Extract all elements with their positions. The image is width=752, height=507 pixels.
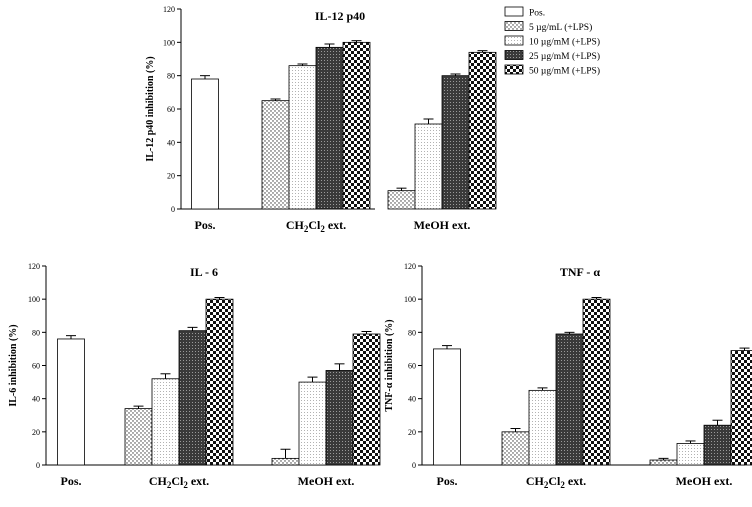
y-axis-label: IL-12 p40 inhibition (%): [145, 56, 156, 161]
bar: [582, 298, 611, 466]
y-tick-label: 60: [408, 362, 416, 371]
subscript: 2: [544, 480, 549, 490]
label-text: ext.: [565, 474, 586, 488]
label-text: MeOH ext.: [676, 474, 733, 488]
legend-swatch: [504, 35, 524, 46]
y-tick-label: 0: [412, 461, 416, 470]
y-tick-label: 0: [36, 461, 40, 470]
legend-label: 25 µg/mM (+LPS): [529, 51, 600, 62]
bar: [315, 46, 344, 210]
legend-label: 50 µg/mM (+LPS): [529, 66, 600, 77]
y-tick-label: 120: [163, 5, 175, 14]
y-tick-label: 0: [171, 205, 175, 214]
bar: [649, 459, 678, 466]
legend-swatch: [504, 6, 524, 17]
subscript: 2: [304, 224, 309, 234]
label-text: Cl: [308, 218, 321, 232]
bar: [191, 78, 219, 210]
subscript: 2: [560, 480, 565, 490]
y-axis-label: TNF-α inhibition (%): [384, 319, 395, 411]
y-tick-label: 60: [167, 105, 175, 114]
label-text: CH: [149, 474, 168, 488]
chart-title: IL-12 p40: [315, 9, 365, 23]
category-label: CH2Cl2 ext.: [149, 474, 209, 490]
y-tick-label: 100: [28, 295, 40, 304]
category-label: CH2Cl2 ext.: [286, 218, 346, 234]
category-label: Pos.: [195, 218, 216, 232]
legend-label: Pos.: [529, 9, 545, 19]
category-label: Pos.: [61, 474, 82, 488]
bar: [441, 75, 470, 210]
category-label: Pos.: [437, 474, 458, 488]
y-tick-label: 100: [404, 295, 416, 304]
label-text: Pos.: [195, 218, 216, 232]
subscript: 2: [183, 480, 188, 490]
y-tick-label: 100: [163, 38, 175, 47]
legend-label: 10 µg/mM (+LPS): [529, 37, 600, 48]
y-tick-label: 60: [32, 362, 40, 371]
chart-title: TNF - α: [560, 265, 601, 279]
bar: [124, 408, 153, 466]
bar: [288, 65, 317, 210]
bar: [271, 457, 300, 466]
label-text: Cl: [171, 474, 184, 488]
legend-swatch: [504, 50, 524, 60]
label-text: Pos.: [437, 474, 458, 488]
y-tick-label: 20: [32, 428, 40, 437]
chart-tnf: 0 20 40 60 80 100 120 TNF-α inhibition (%) TNF -…: [384, 262, 752, 490]
legend: Pos. 5 µg/mL (+LPS) 10 µg/mM (+LPS) 25 µg/m…: [504, 6, 600, 77]
y-tick-label: 40: [408, 395, 416, 404]
y-axis-label: IL-6 inhibition (%): [8, 324, 19, 406]
y-tick-label: 40: [167, 138, 175, 147]
bar: [298, 381, 327, 466]
label-text: ext.: [188, 474, 209, 488]
bar: [468, 51, 497, 210]
chart-title: IL - 6: [190, 265, 218, 279]
legend-swatch: [504, 21, 524, 31]
y-tick-label: 120: [404, 262, 416, 271]
bar: [703, 424, 732, 466]
y-tick-label: 40: [32, 395, 40, 404]
bar: [57, 338, 85, 466]
y-tick-label: 80: [167, 72, 175, 81]
y-tick-label: 20: [167, 172, 175, 181]
chart-il12: 0 20 40 60 80 100 120 IL-12 p40 inhibition (%) I…: [145, 5, 497, 234]
y-tick-label: 80: [32, 328, 40, 337]
bar: [261, 100, 290, 210]
bar: [414, 123, 443, 210]
bar: [528, 389, 557, 466]
bar: [433, 348, 461, 466]
bar: [205, 298, 234, 466]
y-tick-label: 20: [408, 428, 416, 437]
label-text: MeOH ext.: [414, 218, 471, 232]
legend-label: 5 µg/mL (+LPS): [529, 22, 592, 33]
y-tick-label: 80: [408, 328, 416, 337]
category-label: MeOH ext.: [298, 474, 355, 488]
subscript: 2: [167, 480, 172, 490]
label-text: Pos.: [61, 474, 82, 488]
chart-il6: 0 20 40 60 80 100 120 IL-6 inhibition (%) IL - 6…: [8, 262, 381, 490]
label-text: CH: [526, 474, 545, 488]
bar: [501, 431, 530, 466]
category-label: CH2Cl2 ext.: [526, 474, 586, 490]
bar: [178, 330, 207, 466]
bar: [387, 190, 416, 210]
bar: [342, 41, 371, 210]
subscript: 2: [320, 224, 325, 234]
category-label: MeOH ext.: [676, 474, 733, 488]
bar: [730, 350, 752, 466]
bar: [352, 333, 381, 466]
label-text: CH: [286, 218, 305, 232]
bar: [676, 443, 705, 466]
label-text: ext.: [325, 218, 346, 232]
legend-swatch: [504, 64, 524, 75]
y-tick-label: 120: [28, 262, 40, 271]
bar: [151, 378, 180, 466]
label-text: MeOH ext.: [298, 474, 355, 488]
bar: [555, 333, 584, 466]
bar: [325, 370, 354, 466]
category-label: MeOH ext.: [414, 218, 471, 232]
label-text: Cl: [548, 474, 561, 488]
